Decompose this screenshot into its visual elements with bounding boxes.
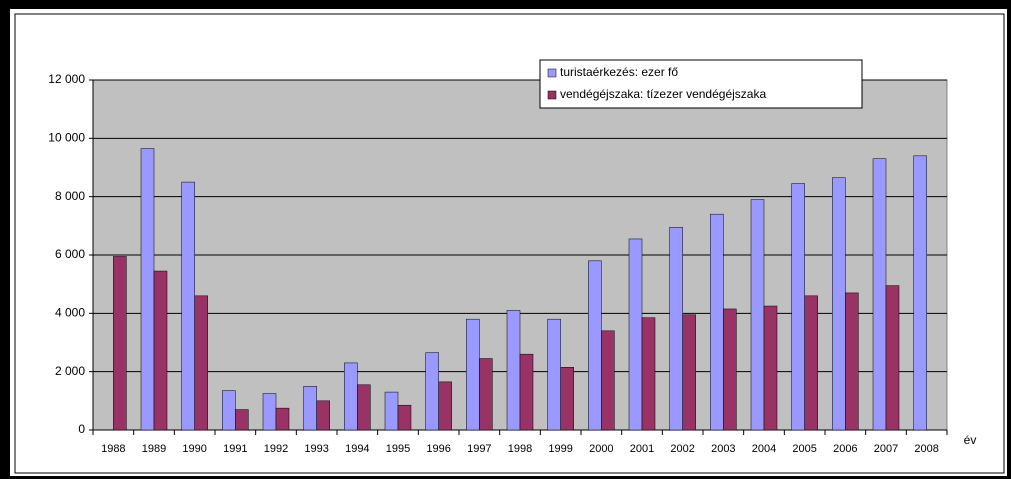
bar [682,314,696,431]
bar [357,384,371,431]
bar [845,292,859,431]
bar [750,199,765,431]
x-tick-label: 1992 [264,443,288,455]
bar [601,330,615,431]
bar [506,310,521,431]
x-tick-label: 2006 [833,443,857,455]
legend-label: vendégéjszaka: tízezer vendégéjszaka [560,87,766,101]
bar [153,270,168,431]
legend-box [539,59,863,109]
bar [262,393,277,431]
x-tick-label: 1999 [548,443,572,455]
bar [588,260,602,431]
bar [791,183,805,431]
y-tick-label: 12 000 [48,72,85,86]
bar [804,295,818,431]
bar [710,213,724,431]
bar [723,308,737,431]
bar [628,238,643,431]
x-tick-label: 1993 [304,443,328,455]
y-tick-label: 4 000 [55,306,85,320]
x-tick-label: 2004 [752,443,776,455]
bar [641,317,656,431]
chart-border [14,13,1005,474]
bar [316,400,330,431]
bar [275,407,290,431]
bar [181,181,195,431]
x-tick-label: 1989 [142,443,166,455]
x-tick-label: 2007 [874,443,898,455]
bar [832,177,846,431]
x-tick-label: 2002 [670,443,694,455]
y-tick-label: 2 000 [55,364,85,378]
bar [763,305,778,431]
x-tick-label: 1995 [386,443,410,455]
y-tick-label: 8 000 [55,189,85,203]
bar [384,391,399,431]
legend-swatch [547,68,557,78]
bar [303,386,317,431]
x-tick-label: 1996 [426,443,450,455]
bar [425,352,439,431]
bar [560,367,574,431]
bar [669,227,683,431]
x-tick-label: 2003 [711,443,735,455]
bar [519,353,534,431]
bar [235,409,249,431]
bar [479,358,493,431]
bar [194,295,208,431]
legend-label: turistaérkezés: ezer fő [560,65,678,79]
x-tick-label: 2008 [914,443,938,455]
bar [872,158,887,431]
bar [885,285,900,431]
x-tick-label: 1994 [345,443,369,455]
x-tick-label: 1997 [467,443,491,455]
x-tick-label: 1990 [182,443,206,455]
bar [397,404,412,431]
bar [140,148,155,431]
x-tick-label: 1991 [223,443,247,455]
x-tick-label: 1988 [101,443,125,455]
bar [438,381,452,431]
x-tick-label: 2000 [589,443,613,455]
bar [222,390,236,431]
legend-swatch [547,90,557,100]
bar [913,155,927,431]
y-tick-label: 10 000 [48,131,85,145]
x-tick-label: 2005 [792,443,816,455]
y-tick-label: 6 000 [55,247,85,261]
x-tick-label: 2001 [630,443,654,455]
x-tick-label: 1998 [508,443,532,455]
bar [547,318,561,431]
y-tick-label: 0 [78,422,85,436]
bar [113,256,127,431]
bar [466,318,480,431]
bar [344,362,358,431]
x-axis-label: év [964,433,977,447]
